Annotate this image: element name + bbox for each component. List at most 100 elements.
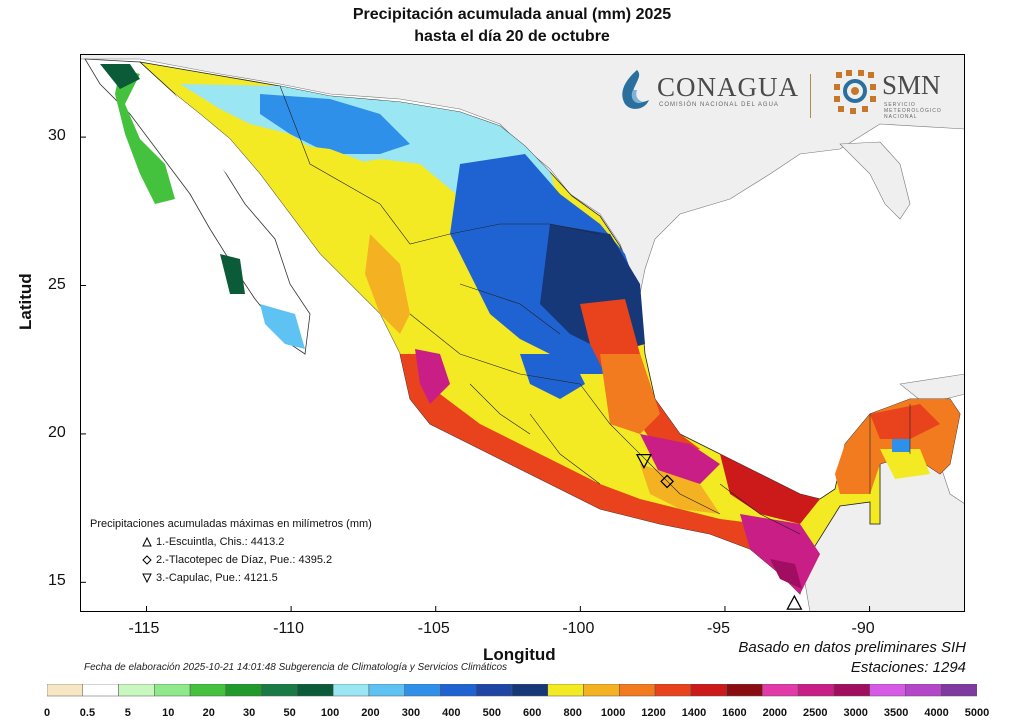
colorbar-segment: [404, 684, 441, 697]
colorbar-label: 4000: [924, 707, 949, 719]
legend-row-2: 2.-Tlacotepec de Díaz, Pue.: 4395.2: [90, 551, 372, 569]
y-tick-label: 25: [48, 275, 66, 293]
tabasco-red: [720, 454, 820, 524]
precipitation-colorbar: [47, 684, 977, 697]
data-basis: Basado en datos preliminares SIH Estacio…: [738, 638, 966, 678]
colorbar-label: 5: [124, 707, 131, 719]
colorbar-segment: [905, 684, 942, 697]
colorbar-segment: [619, 684, 656, 697]
colorbar-segment: [869, 684, 906, 697]
colorbar-label: 1600: [722, 707, 747, 719]
colorbar-label: 3500: [883, 707, 909, 719]
smn-subtitle: SERVICIO METEOROLÓGICO NACIONAL: [884, 102, 942, 120]
colorbar-segment: [547, 684, 584, 697]
colorbar-label: 0.5: [79, 707, 96, 719]
colorbar-label: 800: [563, 707, 582, 719]
precipitation-map: [80, 54, 965, 612]
map-title-line2: hasta el día 20 de octubre: [414, 28, 610, 45]
x-tick-label: -100: [562, 620, 595, 637]
x-tick-label: -115: [128, 620, 160, 637]
x-tick-label: -90: [851, 620, 875, 637]
colorbar-segment: [690, 684, 727, 697]
y-tick-label: 20: [48, 423, 66, 441]
cuba-land: [899, 373, 965, 405]
colorbar-label: 500: [482, 707, 501, 719]
colorbar-segment: [475, 684, 513, 697]
colorbar-label: 300: [401, 707, 421, 719]
sierra-blue: [260, 94, 410, 154]
florida-land: [839, 141, 911, 220]
colorbar-segment: [82, 684, 119, 697]
colorbar-label: 100: [320, 707, 340, 719]
us-land: [80, 54, 965, 296]
colorbar-label: 400: [442, 707, 461, 719]
colorbar-segment: [154, 684, 191, 697]
legend-row-1: 1.-Escuintla, Chis.: 4413.2: [90, 533, 372, 551]
colorbar-label: 1400: [681, 707, 707, 719]
conagua-name: CONAGUA: [657, 72, 799, 102]
colorbar-label: 50: [283, 707, 296, 719]
sierra-yellow: [290, 144, 410, 264]
y-axis-label: Latitud: [16, 273, 35, 330]
colorbar-segment: [297, 684, 334, 697]
marker-tlacotepec: [660, 474, 675, 489]
yucatan-red: [870, 404, 940, 439]
colorbar-segment: [189, 684, 227, 697]
diamond-icon: [142, 555, 152, 565]
oaxaca-yellow: [640, 464, 720, 514]
colorbar-label: 3000: [843, 707, 868, 719]
marker-capulac: [635, 453, 653, 469]
baja-green-coast: [115, 69, 175, 204]
conagua-logo-icon: [622, 70, 649, 109]
colorbar-segment: [726, 684, 763, 697]
triangle-down-icon: [142, 573, 152, 583]
colorbar-label: 30: [243, 707, 256, 719]
legend-heading: Precipitaciones acumuladas máximas en mi…: [90, 518, 372, 530]
colorbar-label: 5000: [964, 707, 990, 719]
y-tick-label: 30: [48, 127, 66, 145]
map-frame: [80, 54, 965, 612]
y-tick-label: 15: [48, 572, 66, 590]
x-tick-label: -95: [706, 620, 731, 637]
yucatan-yellow: [880, 449, 930, 479]
colorbar-label: 0: [43, 707, 51, 719]
colorbar-label: 200: [361, 707, 380, 719]
station-markers: [635, 453, 803, 610]
smn-name: SMN: [882, 70, 941, 100]
stations-count: Estaciones: 1294: [850, 659, 966, 676]
map-title-line1: Precipitación acumulada anual (mm) 2025: [352, 6, 672, 23]
colorbar-segment: [118, 684, 155, 697]
colorbar-segment: [261, 684, 298, 697]
central-blue: [520, 354, 585, 399]
state-borders: [279, 85, 911, 535]
colorbar-label: 20: [202, 707, 215, 719]
legend-station-2: 2.-Tlacotepec de Díaz, Pue.: 4395.2: [156, 554, 333, 566]
max-precip-legend: Precipitaciones acumuladas máximas en mi…: [90, 515, 372, 587]
gulf-of-california: [175, 94, 400, 359]
colorbar-segment: [332, 684, 370, 697]
colorbar-label: 10: [162, 707, 175, 719]
colorbar-segment: [511, 684, 549, 697]
colorbar-label: 600: [523, 707, 542, 719]
baja-dark-green-2: [220, 254, 245, 294]
baja-cyan-tip: [260, 304, 305, 349]
x-tick-label: -105: [417, 620, 450, 637]
basis-text: Basado en datos preliminares SIH: [738, 639, 966, 656]
smn-logo-icon: [834, 70, 876, 114]
tick-marks: [80, 136, 871, 612]
colorbar-segment: [583, 684, 620, 697]
x-tick-label: -110: [273, 620, 304, 637]
colorbar-label: 1200: [641, 707, 666, 719]
colorbar-label: 1000: [600, 707, 626, 719]
legend-station-3: 3.-Capulac, Pue.: 4121.5: [156, 572, 278, 584]
x-axis-label: Longitud: [483, 645, 556, 664]
elaboration-note: Fecha de elaboración 2025-10-21 14:01:48…: [84, 662, 508, 673]
colorbar-segment: [654, 684, 692, 697]
colorbar-segment: [797, 684, 835, 697]
colorbar-segment: [47, 684, 84, 697]
legend-station-1: 1.-Escuintla, Chis.: 4413.2: [156, 536, 285, 548]
jalisco-magenta: [415, 349, 450, 404]
pacific-coast-red: [400, 354, 820, 594]
colorbar-label: 2000: [762, 707, 788, 719]
colorbar-segment: [440, 684, 477, 697]
